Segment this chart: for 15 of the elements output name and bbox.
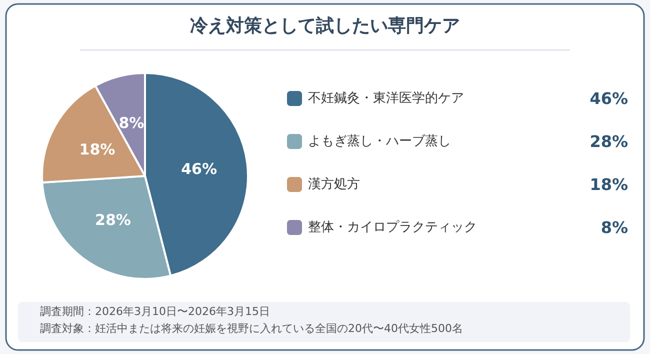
legend-label: 不妊鍼灸・東洋医学的ケア bbox=[308, 91, 464, 106]
chart-title: 冷え対策として試したい専門ケア bbox=[190, 16, 460, 36]
text: 調査対象：妊活中または将来の妊娠を視野に入れている全国の20代〜40代女性500名 bbox=[40, 322, 463, 335]
legend-label: 整体・カイロプラクティック bbox=[308, 220, 477, 235]
text: 調査期間：2026年3月10日〜2026年3月15日 bbox=[40, 305, 270, 318]
legend-label: よもぎ蒸し・ハーブ蒸し bbox=[308, 134, 451, 149]
text: 46% bbox=[590, 89, 628, 108]
text: 8% bbox=[600, 218, 628, 237]
legend-label: 漢方処方 bbox=[308, 176, 360, 192]
data-label: 18% bbox=[79, 140, 116, 159]
text: 18% bbox=[590, 175, 628, 194]
data-label: 46% bbox=[181, 160, 218, 178]
data-label: 8% bbox=[118, 114, 144, 132]
data-label: 28% bbox=[95, 211, 131, 230]
text: 28% bbox=[590, 132, 628, 151]
